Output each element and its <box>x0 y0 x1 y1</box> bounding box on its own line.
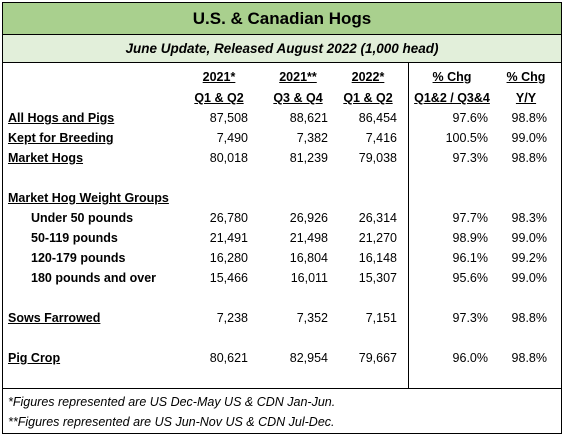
section-heading: Market Hog Weight Groups <box>8 191 169 205</box>
row-value: 16,011 <box>290 271 328 285</box>
row-value: 98.8% <box>511 111 547 125</box>
row-value: 98.8% <box>511 151 547 165</box>
row-label: Under 50 pounds <box>31 211 134 225</box>
row-value: 98.8% <box>511 311 547 325</box>
row-label: Pig Crop <box>8 351 61 365</box>
row-value: 15,307 <box>358 271 397 285</box>
row-value: 21,491 <box>209 231 248 245</box>
row-value: 16,804 <box>289 251 328 265</box>
footnote-divider <box>3 388 561 389</box>
header-2022-h1-quarters: Q1 & Q2 <box>343 91 393 105</box>
footnote: *Figures represented are US Dec-May US &… <box>8 395 336 409</box>
row-value: 96.0% <box>452 351 488 365</box>
row-label: Sows Farrowed <box>8 311 101 325</box>
row-value: 99.0% <box>511 231 547 245</box>
row-value: 79,667 <box>358 351 397 365</box>
row-value: 16,280 <box>209 251 248 265</box>
row-label: All Hogs and Pigs <box>8 111 115 125</box>
row-value: 7,151 <box>365 311 397 325</box>
table-subtitle: June Update, Released August 2022 (1,000… <box>3 35 561 63</box>
row-label: 120-179 pounds <box>31 251 126 265</box>
row-value: 88,621 <box>289 111 328 125</box>
row-value: 26,780 <box>209 211 248 225</box>
header-2022-h1-year: 2022* <box>351 70 385 84</box>
row-label: Market Hogs <box>8 151 84 165</box>
row-value: 97.7% <box>452 211 488 225</box>
row-value: 15,466 <box>209 271 248 285</box>
row-value: 87,508 <box>209 111 248 125</box>
header-pct-chg-yy-label: Y/Y <box>515 91 537 105</box>
header-pct-chg-half-periods: Q1&2 / Q3&4 <box>414 91 490 105</box>
row-value: 7,490 <box>216 131 248 145</box>
row-value: 95.6% <box>452 271 488 285</box>
row-value: 99.0% <box>511 131 547 145</box>
row-value: 80,018 <box>209 151 248 165</box>
row-value: 79,038 <box>358 151 397 165</box>
row-value: 26,926 <box>289 211 328 225</box>
row-value: 99.0% <box>511 271 547 285</box>
header-pct-chg-yy: % Chg <box>506 70 546 84</box>
row-value: 98.3% <box>511 211 547 225</box>
row-value: 99.2% <box>511 251 547 265</box>
row-value: 21,498 <box>289 231 328 245</box>
header-2021-h1-quarters: Q1 & Q2 <box>194 91 244 105</box>
row-value: 97.3% <box>452 311 488 325</box>
row-value: 81,239 <box>289 151 328 165</box>
row-value: 86,454 <box>358 111 397 125</box>
header-2021-h1-year: 2021* <box>202 70 236 84</box>
row-label: 180 pounds and over <box>31 271 157 285</box>
footnote: **Figures represented are US Jun-Nov US … <box>8 415 335 429</box>
row-value: 98.9% <box>452 231 488 245</box>
row-label: Kept for Breeding <box>8 131 114 145</box>
table-title: U.S. & Canadian Hogs <box>3 3 561 35</box>
row-value: 98.8% <box>511 351 547 365</box>
row-value: 96.1% <box>452 251 488 265</box>
row-value: 21,270 <box>358 231 397 245</box>
row-value: 7,238 <box>216 311 248 325</box>
row-value: 7,352 <box>296 311 328 325</box>
row-value: 97.6% <box>452 111 488 125</box>
header-pct-chg-half: % Chg <box>432 70 472 84</box>
hog-inventory-table: U.S. & Canadian Hogs June Update, Releas… <box>2 2 562 434</box>
column-divider <box>408 63 409 389</box>
row-label: 50-119 pounds <box>31 231 118 245</box>
row-value: 26,314 <box>358 211 397 225</box>
row-value: 82,954 <box>289 351 328 365</box>
row-value: 16,148 <box>358 251 397 265</box>
row-value: 80,621 <box>209 351 248 365</box>
header-2021-h2-quarters: Q3 & Q4 <box>273 91 323 105</box>
row-value: 7,416 <box>365 131 397 145</box>
row-value: 100.5% <box>445 131 488 145</box>
header-2021-h2-year: 2021** <box>279 70 317 84</box>
row-value: 7,382 <box>296 131 328 145</box>
row-value: 97.3% <box>452 151 488 165</box>
